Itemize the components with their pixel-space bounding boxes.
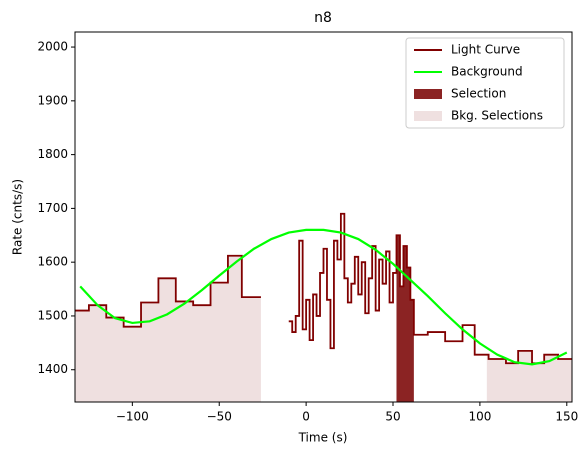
x-tick-label: 50 [385,410,400,424]
legend-label: Background [451,65,523,79]
plot-frame [74,31,573,403]
legend-swatch [414,111,442,121]
bkg-selection [75,255,261,402]
legend-label: Bkg. Selections [451,109,543,123]
y-tick-label: 1400 [37,362,68,376]
x-axis-label: Time (s) [298,431,348,445]
background-curve [79,228,568,366]
y-tick-label: 2000 [37,40,68,54]
legend-swatch [414,89,442,99]
x-tick-label: 0 [302,410,310,424]
y-tick-label: 1800 [37,147,68,161]
x-tick-label: 150 [555,410,578,424]
legend-box [405,37,565,129]
y-axis-label: Rate (cnts/s) [11,179,25,255]
bkg-selection-fill [75,255,261,402]
legend-label: Light Curve [451,43,520,57]
x-tick-label: −100 [116,410,149,424]
y-tick-label: 1500 [37,308,68,322]
legend-label: Selection [451,87,506,101]
chart-title: n8 [314,10,332,26]
y-tick-label: 1700 [37,201,68,215]
y-tick-label: 1600 [37,255,68,269]
y-tick-label: 1900 [37,93,68,107]
x-tick-label: −50 [207,410,232,424]
x-tick-label: 100 [468,410,491,424]
